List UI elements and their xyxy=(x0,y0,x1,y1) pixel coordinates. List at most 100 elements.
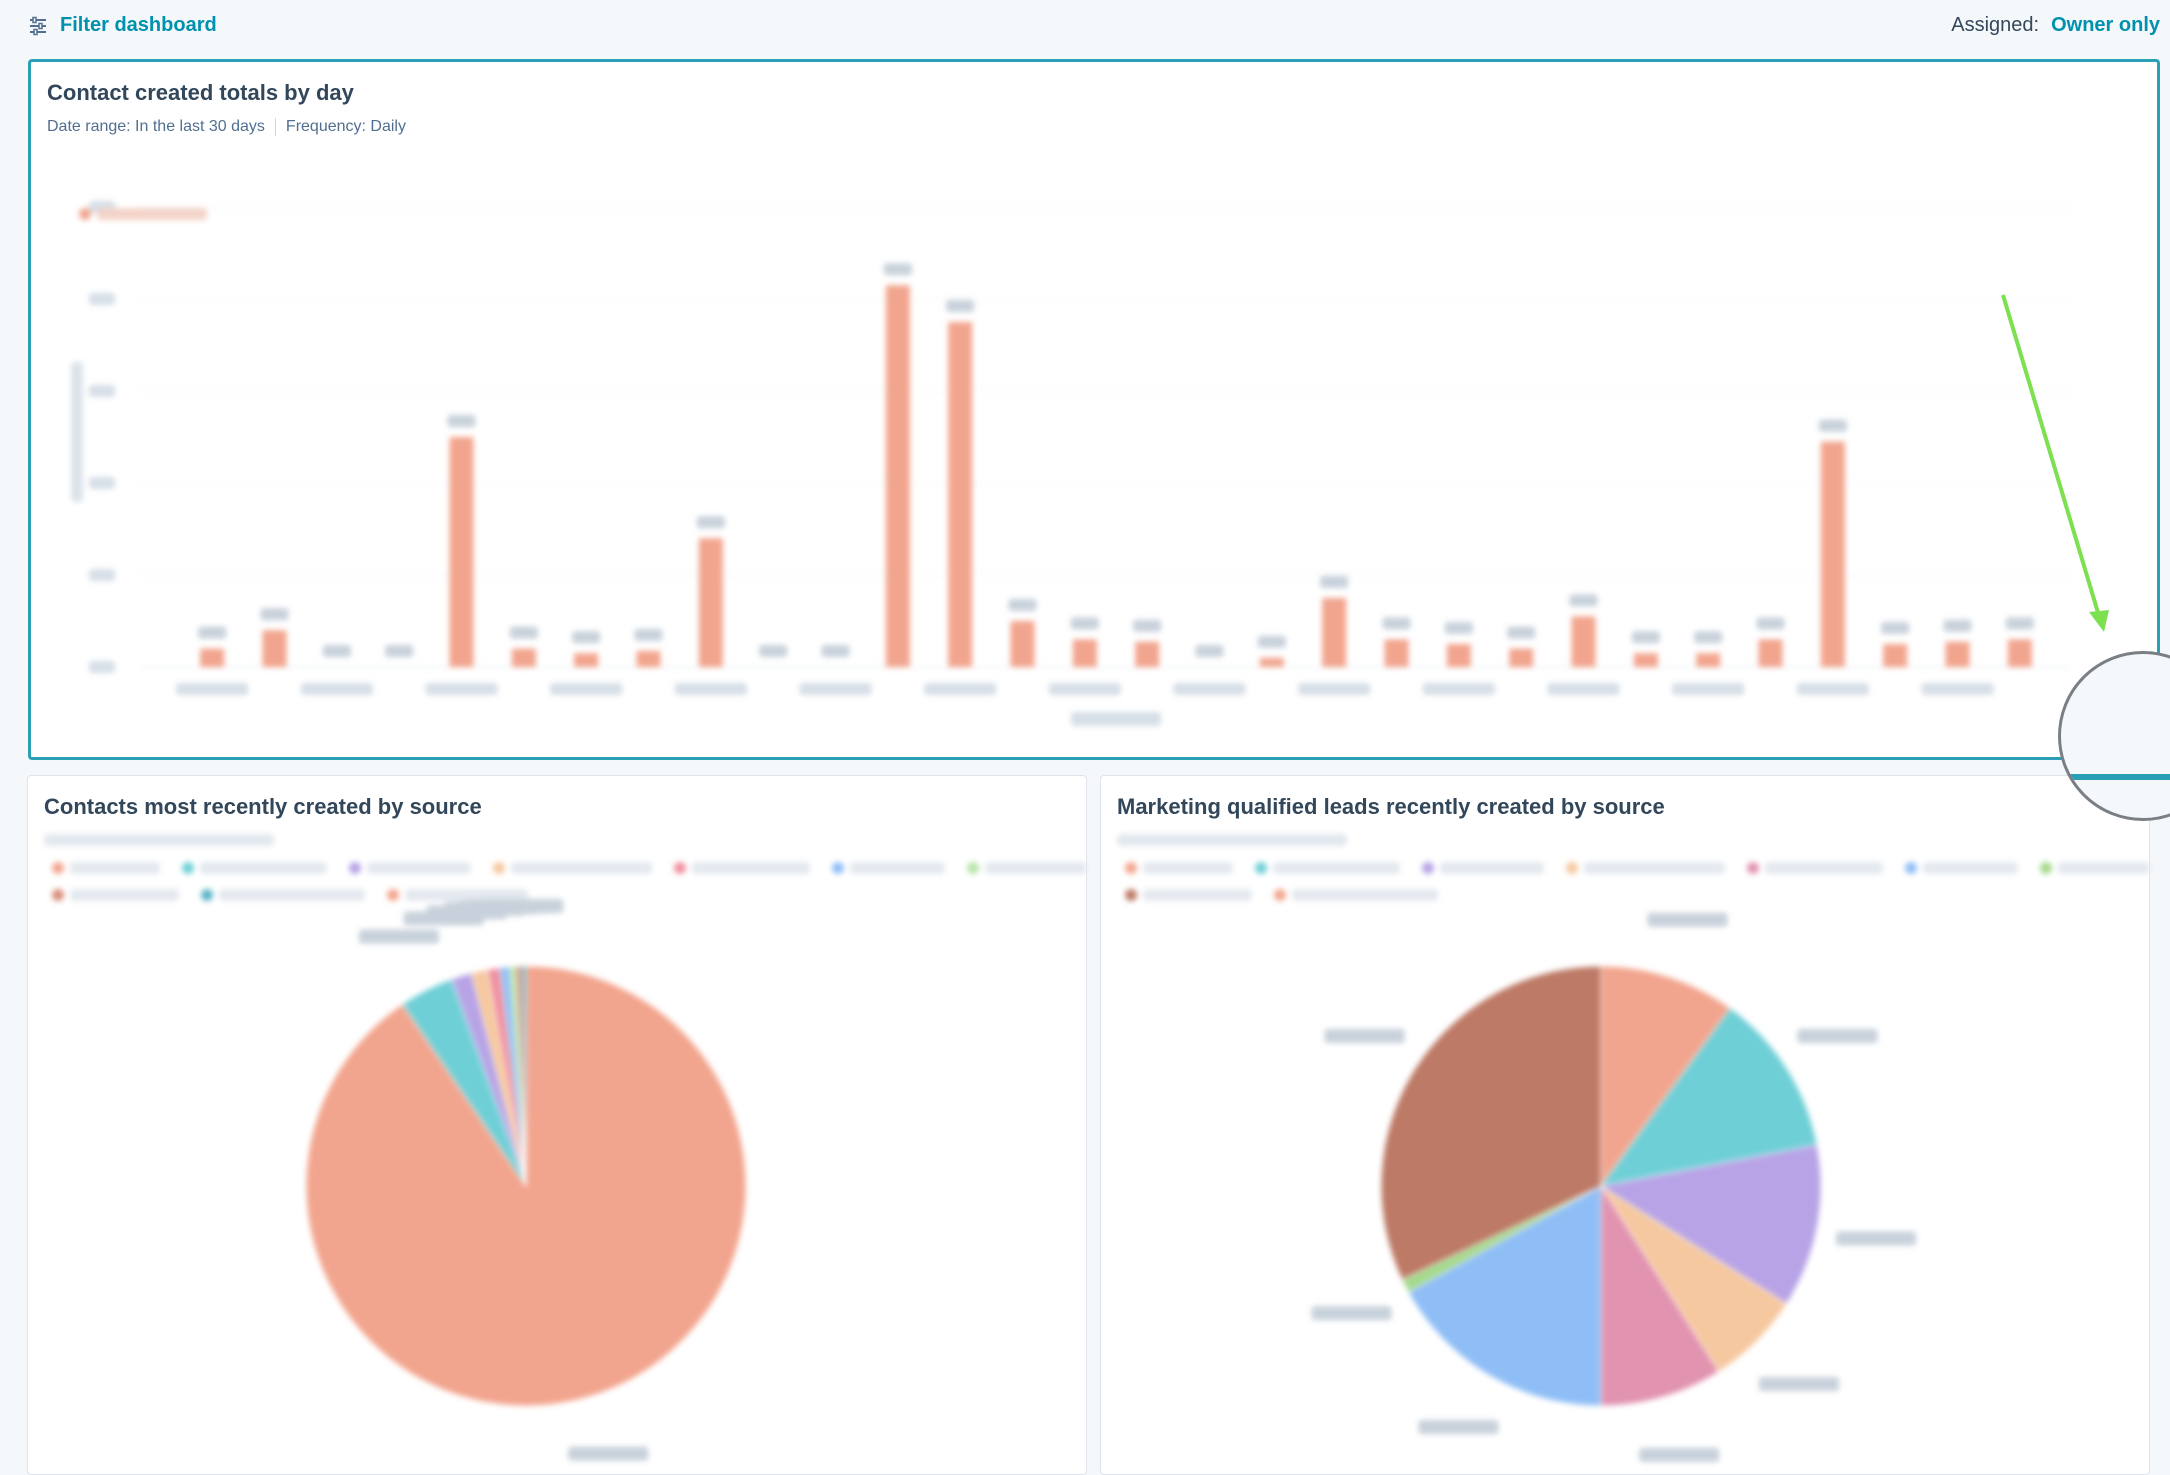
bar[interactable] xyxy=(1446,644,1471,667)
legend-dot xyxy=(349,862,361,874)
x-tick-label xyxy=(1422,683,1495,695)
bar[interactable] xyxy=(262,630,287,667)
assigned-value-link[interactable]: Owner only xyxy=(2051,14,2160,36)
data-label xyxy=(447,415,476,427)
bar[interactable] xyxy=(1633,653,1658,667)
slice-label xyxy=(1639,1447,1720,1462)
filter-dashboard-button[interactable]: Filter dashboard xyxy=(28,14,217,37)
frequency-label: Frequency: Daily xyxy=(285,118,406,135)
bar[interactable] xyxy=(698,538,723,667)
pie-slice[interactable] xyxy=(1599,1144,1822,1305)
legend-label xyxy=(405,889,528,901)
legend-label xyxy=(1143,889,1252,901)
pie-slice[interactable] xyxy=(1600,965,1732,1188)
y-tick-label xyxy=(89,385,115,397)
data-label xyxy=(883,263,912,276)
legend-dot xyxy=(1255,862,1267,874)
bar[interactable] xyxy=(636,650,661,667)
card-subtitle xyxy=(44,834,274,846)
pie-slice[interactable] xyxy=(1599,1007,1818,1187)
pie-slice[interactable] xyxy=(1407,1185,1602,1407)
legend-label xyxy=(70,889,179,901)
legend-dot xyxy=(493,862,505,874)
assigned-filter: Assigned: Owner only xyxy=(1951,14,2160,37)
report-card-contacts-by-day[interactable]: Contact created totals by day Date range… xyxy=(28,59,2160,760)
filter-dashboard-label: Filter dashboard xyxy=(60,14,217,36)
legend-dot xyxy=(674,862,686,874)
slice-label xyxy=(1324,1028,1405,1043)
data-label xyxy=(1008,599,1037,611)
x-tick-label xyxy=(1048,683,1121,695)
data-label xyxy=(1507,626,1536,639)
pie-slice[interactable] xyxy=(1600,1184,1720,1407)
data-label xyxy=(260,608,289,621)
bar[interactable] xyxy=(2007,639,2032,667)
bar[interactable] xyxy=(1010,621,1035,667)
bar[interactable] xyxy=(1135,641,1160,667)
legend-label xyxy=(1584,862,1725,874)
x-tick-label xyxy=(1796,683,1869,695)
data-label xyxy=(1070,617,1099,630)
bar[interactable] xyxy=(1696,653,1721,667)
bar[interactable] xyxy=(1820,441,1845,667)
pie-slice[interactable] xyxy=(1380,965,1602,1281)
bar[interactable] xyxy=(885,285,910,667)
slice-label xyxy=(358,929,439,944)
data-label xyxy=(1195,645,1224,657)
bar[interactable] xyxy=(1571,616,1596,667)
report-card-mql-by-source[interactable]: Marketing qualified leads recently creat… xyxy=(1100,775,2150,1475)
x-tick-label xyxy=(799,683,872,695)
legend-dot xyxy=(1125,889,1137,901)
data-label xyxy=(1881,622,1910,634)
card-subtitle xyxy=(1117,834,1347,846)
bar[interactable] xyxy=(1072,639,1097,667)
bar[interactable] xyxy=(948,322,973,667)
data-label xyxy=(509,626,538,639)
legend-dot xyxy=(1125,862,1137,874)
legend-label xyxy=(1923,862,2018,874)
data-label xyxy=(322,645,351,657)
legend-label xyxy=(511,862,652,874)
legend-dot xyxy=(387,889,399,901)
x-tick-label xyxy=(425,683,498,695)
bar[interactable] xyxy=(1758,639,1783,667)
x-tick-label xyxy=(550,683,623,695)
legend-label xyxy=(850,862,945,874)
bar[interactable] xyxy=(1259,657,1284,667)
report-card-contacts-by-source[interactable]: Contacts most recently created by source xyxy=(27,775,1087,1475)
slice-label xyxy=(1647,912,1728,927)
legend-label xyxy=(200,862,327,874)
legend-dot xyxy=(52,862,64,874)
bar[interactable] xyxy=(1384,639,1409,667)
data-label xyxy=(1694,631,1723,644)
data-label xyxy=(1320,576,1349,588)
bar[interactable] xyxy=(449,437,474,667)
bar[interactable] xyxy=(1509,648,1534,667)
legend-label xyxy=(692,862,810,874)
legend-label xyxy=(2058,862,2149,874)
pie-slice[interactable] xyxy=(521,965,527,1187)
y-axis-title xyxy=(71,362,83,502)
resize-handle-icon[interactable] xyxy=(2061,654,2170,821)
y-tick-label xyxy=(89,293,115,305)
pie-chart-contacts-source xyxy=(44,834,1086,1461)
dashboard-toolbar: Filter dashboard Assigned: Owner only xyxy=(0,0,2170,56)
data-label xyxy=(1257,635,1286,648)
data-label xyxy=(1631,631,1660,644)
data-label xyxy=(759,645,788,657)
legend-dot xyxy=(1566,862,1578,874)
bar[interactable] xyxy=(511,648,536,667)
bar[interactable] xyxy=(1883,644,1908,667)
bar[interactable] xyxy=(1945,641,1970,667)
card-title: Contact created totals by day xyxy=(47,80,354,105)
legend-dot xyxy=(1905,862,1917,874)
bar[interactable] xyxy=(200,648,225,667)
pie-chart-mql-source xyxy=(1117,834,2149,1462)
bar[interactable] xyxy=(574,653,599,667)
legend-label xyxy=(367,862,471,874)
x-axis-title xyxy=(1071,712,1161,726)
assigned-label: Assigned: xyxy=(1951,14,2040,36)
legend-label xyxy=(1765,862,1883,874)
bar[interactable] xyxy=(1322,598,1347,667)
